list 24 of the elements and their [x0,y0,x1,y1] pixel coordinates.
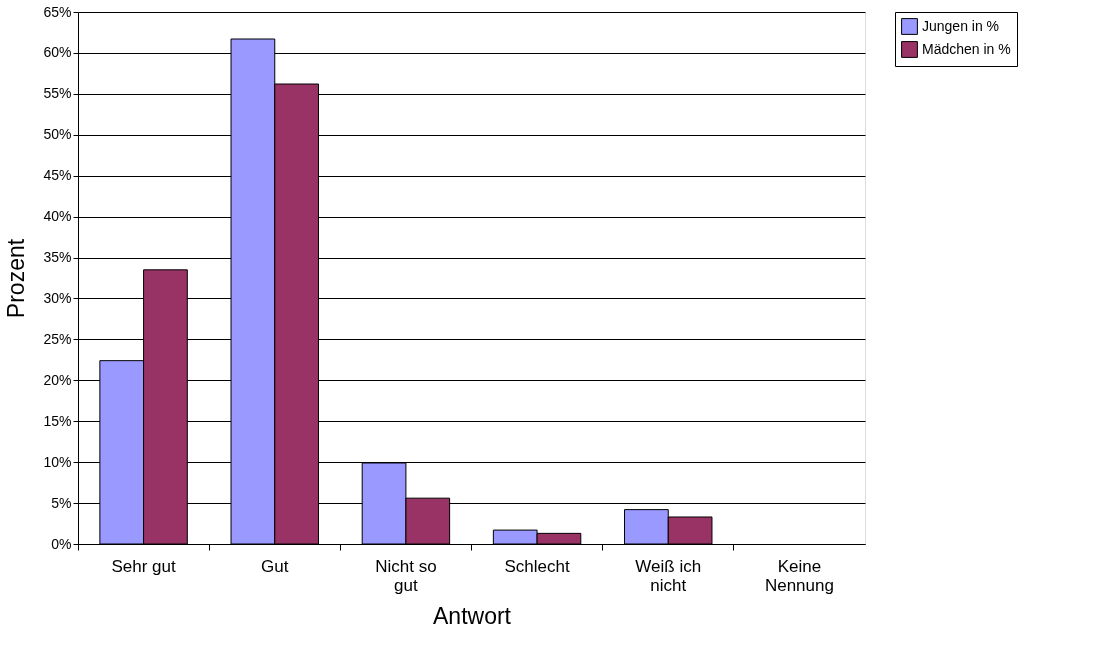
y-tick-label: 45% [43,167,72,184]
y-tick-label: 20% [43,371,72,388]
x-axis-title: Antwort [433,602,512,629]
y-tick-label: 5% [51,494,72,511]
x-tick-label: Nicht so gut [375,556,437,595]
y-tick-label: 55% [43,85,72,102]
y-tick-label: 30% [43,289,72,306]
y-tick-label: 65% [43,3,72,20]
y-tick-label: 10% [43,453,72,470]
x-tick-label: Keine Nennung [764,556,834,595]
legend-label: Mädchen in % [922,40,1011,57]
y-tick-label: 15% [43,412,72,429]
x-tick-label: Gut [261,556,289,576]
y-tick-label: 40% [43,208,72,225]
x-tick-label: Schlecht [504,556,570,576]
y-tick-label: 35% [43,249,72,266]
y-tick-label: 25% [43,330,72,347]
y-axis-title: Prozent [3,238,30,319]
y-tick-label: 0% [51,535,72,552]
legend-label: Jungen in % [922,17,1000,34]
x-tick-label: Sehr gut [111,556,176,576]
y-tick-label: 60% [43,44,72,61]
y-tick-label: 50% [43,126,72,143]
x-tick-label: Weiß ich nicht [635,556,702,595]
